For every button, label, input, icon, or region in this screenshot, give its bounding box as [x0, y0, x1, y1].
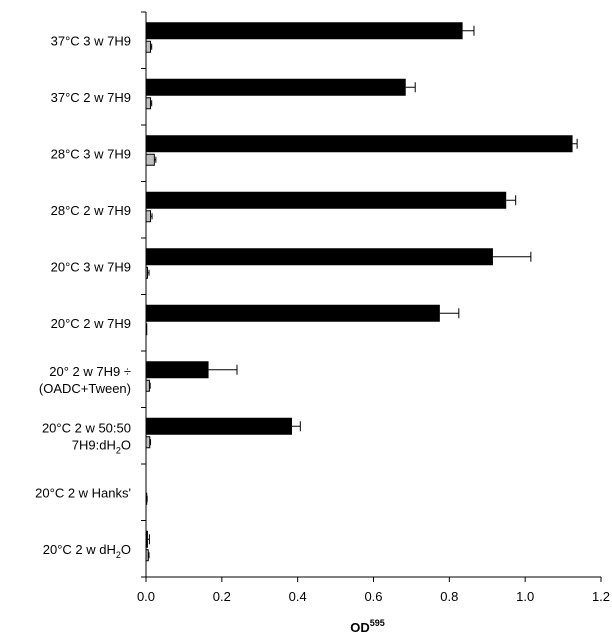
category-label: 37°C 3 w 7H9 [51, 33, 131, 48]
bar-main [146, 417, 292, 435]
bar-minor [145, 210, 152, 223]
x-tick-label: 1.0 [516, 589, 534, 604]
category-label: 20°C 2 w dH2O [43, 542, 131, 560]
category-label: 20°C 2 w 7H9 [51, 316, 131, 331]
category-label: 7H9:dH2O [72, 437, 131, 455]
bar-main [146, 78, 406, 96]
category-label: 28°C 3 w 7H9 [51, 146, 131, 161]
bar-main [146, 22, 463, 40]
x-axis-label-main: OD [350, 620, 370, 635]
category-labels-layer: 37°C 3 w 7H9 37°C 2 w 7H9 28°C 3 w 7H9 28°C… [35, 33, 131, 560]
bar-minor [145, 379, 150, 392]
x-axis-label-superscript: 595 [370, 618, 385, 628]
category-label: 20°C 2 w Hanks' [35, 485, 131, 500]
category-label: 20° 2 w 7H9 ÷ [49, 364, 131, 379]
x-tick-label: 1.2 [592, 589, 610, 604]
x-ticks-layer: 0.0 0.2 0.4 0.6 0.8 1.0 1.2 [137, 577, 610, 604]
bar-minor [145, 97, 152, 110]
bars-layer [145, 22, 573, 562]
category-label: 28°C 2 w 7H9 [51, 203, 131, 218]
y-ticks-layer [141, 11, 146, 578]
bar-main [146, 530, 148, 548]
bar-minor [145, 153, 155, 166]
category-label: (OADC+Tween) [39, 381, 131, 396]
error-bars-layer [146, 25, 578, 559]
bar-main [146, 304, 440, 322]
bar-main [146, 248, 493, 266]
bar-main [146, 191, 507, 209]
x-tick-label: 0.0 [137, 589, 155, 604]
bar-main [146, 361, 209, 379]
bar-main [146, 135, 573, 153]
x-tick-label: 0.4 [289, 589, 307, 604]
category-label: 20°C 3 w 7H9 [51, 259, 131, 274]
x-tick-label: 0.8 [440, 589, 458, 604]
x-tick-label: 0.6 [364, 589, 382, 604]
x-axis-label: OD595 [350, 618, 385, 635]
category-label: 37°C 2 w 7H9 [51, 90, 131, 105]
category-label: 20°C 2 w 50:50 [42, 420, 131, 435]
x-tick-label: 0.2 [213, 589, 231, 604]
bar-minor [145, 436, 151, 449]
bar-minor [145, 40, 152, 53]
